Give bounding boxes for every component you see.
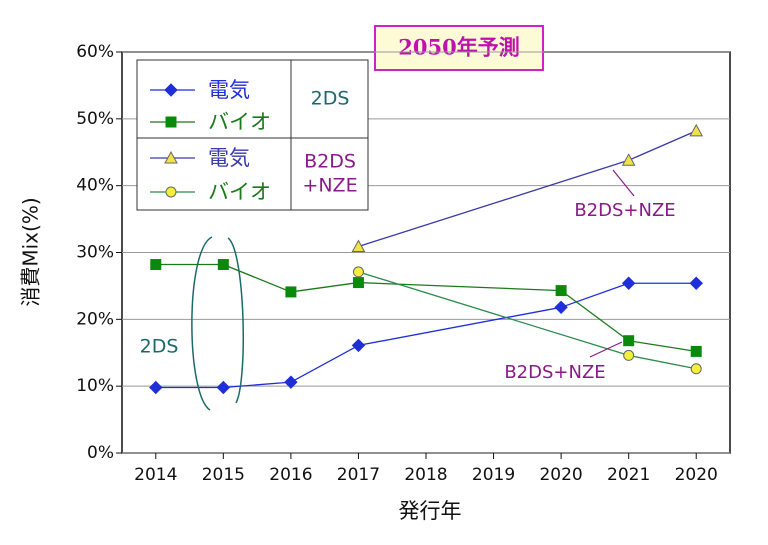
x-tick-label: 2020 [675, 465, 718, 485]
legend-group-label: B2DS [304, 151, 356, 173]
x-tick-label: 2014 [134, 465, 177, 485]
leader-line [589, 341, 623, 358]
y-tick-label: 50% [76, 109, 114, 129]
marker [164, 83, 178, 97]
marker [216, 380, 231, 395]
y-axis-label: 消費Mix(%) [19, 197, 43, 306]
legend-label: 電気 [208, 78, 250, 102]
marker [690, 345, 702, 357]
series-line [358, 271, 629, 357]
marker [623, 335, 635, 347]
annotation: B2DS+NZE [504, 362, 605, 383]
marker [217, 259, 229, 271]
marker [149, 380, 163, 395]
series-line [628, 130, 697, 161]
series-line [628, 354, 697, 370]
y-tick-label: 60% [76, 42, 114, 62]
marker [621, 153, 636, 166]
annotation: B2DS+NZE [574, 200, 675, 221]
series-line [358, 159, 629, 248]
y-tick-label: 40% [76, 176, 114, 196]
marker [689, 123, 704, 137]
legend-group-label: +NZE [302, 175, 357, 197]
chart-title: 2050年予測 [398, 35, 519, 60]
x-axis-label: 発行年 [399, 499, 462, 523]
marker [285, 286, 297, 298]
marker [621, 276, 636, 290]
series-line [290, 281, 359, 293]
x-tick-label: 2018 [404, 465, 447, 485]
title-box [374, 25, 544, 71]
y-tick-label: 0% [87, 443, 114, 463]
marker [623, 349, 635, 361]
x-tick-label: 2017 [337, 465, 380, 485]
series-line [223, 263, 292, 293]
legend-label: 電気 [208, 146, 250, 170]
annotation: 2DS [140, 336, 179, 358]
legend-group-label: 2DS [311, 88, 350, 110]
x-tick-label: 2016 [269, 465, 312, 485]
x-tick-label: 2015 [202, 465, 245, 485]
legend-label: バイオ [208, 180, 271, 204]
marker [690, 363, 702, 375]
y-tick-label: 10% [76, 376, 114, 396]
marker [352, 277, 364, 289]
legend-box [136, 59, 369, 211]
marker [284, 375, 298, 389]
marker [165, 116, 177, 128]
marker [555, 285, 567, 297]
series-line [290, 344, 359, 383]
y-tick-label: 30% [76, 243, 114, 263]
series-line [628, 340, 697, 353]
y-tick-label: 20% [76, 309, 114, 329]
series-line [560, 290, 630, 342]
marker [150, 259, 162, 271]
marker [554, 300, 568, 315]
marker [689, 276, 703, 290]
leader-line [612, 169, 635, 197]
annotation-ellipse [191, 236, 244, 411]
series-line [560, 282, 629, 308]
series-line [358, 306, 562, 347]
marker [352, 266, 364, 278]
x-tick-label: 2019 [472, 465, 515, 485]
series-line [223, 381, 291, 389]
marker [165, 186, 177, 198]
legend-label: バイオ [208, 110, 271, 134]
marker [351, 239, 366, 252]
marker [351, 338, 366, 353]
marker [164, 150, 178, 164]
x-tick-label: 2021 [607, 465, 650, 485]
series-line [358, 281, 562, 292]
x-tick-label: 2020 [539, 465, 582, 485]
